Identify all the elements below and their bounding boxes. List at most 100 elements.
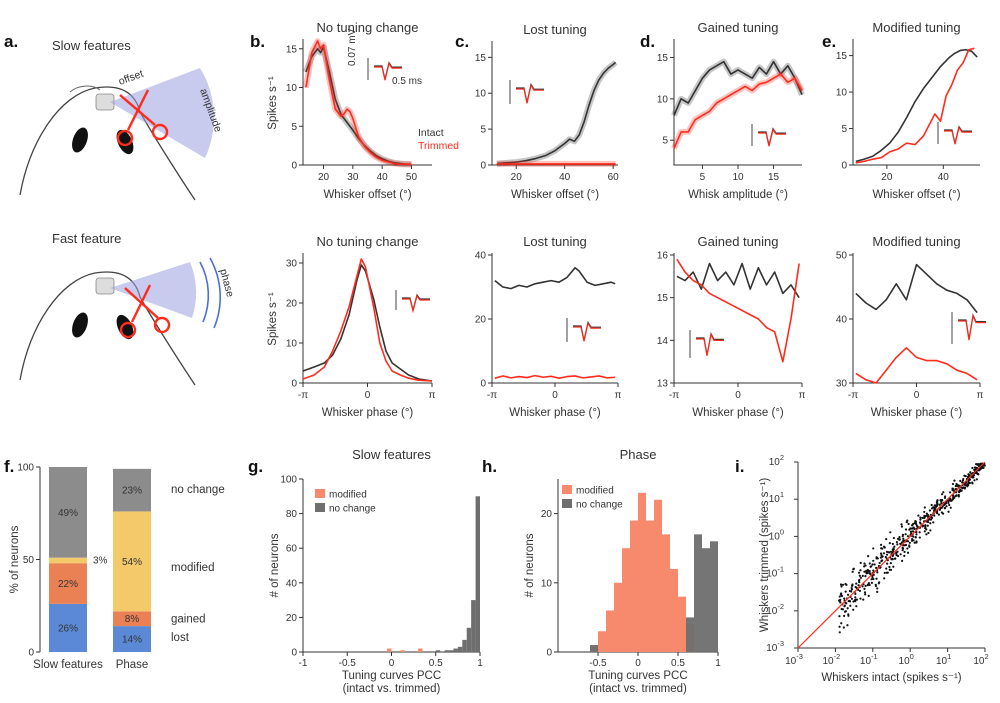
scatter-point: [880, 553, 883, 557]
scatter-point: [943, 503, 946, 507]
scatter-point: [947, 499, 950, 502]
chart-title: No tuning change: [317, 234, 419, 249]
scatter-point: [854, 585, 857, 589]
x-tick-label: 0: [552, 390, 558, 401]
axes: [852, 253, 980, 384]
x-tick-exponent: -3: [796, 652, 803, 661]
scatter-point: [864, 575, 867, 578]
waveform-intact: [944, 125, 972, 144]
scatter-point: [844, 590, 847, 593]
chart-title: Lost tuning: [523, 234, 587, 249]
scatter-point: [908, 541, 911, 544]
y-tick-label: 60: [286, 544, 298, 555]
x-tick-label: 40: [559, 172, 571, 183]
x-tick-label: 1: [715, 658, 721, 669]
series-line-trimmed: [494, 374, 616, 380]
scatter-point: [901, 559, 904, 563]
scatter-point: [969, 471, 972, 474]
scatter-point: [903, 554, 906, 557]
y-tick-label: 0: [28, 648, 34, 659]
legend-trimmed: Trimmed: [418, 140, 459, 152]
scatter-point: [884, 555, 887, 559]
y-tick-label: 20: [475, 315, 487, 326]
y-tick-exponent: 2: [780, 453, 784, 462]
bar-value-label: 26%: [58, 623, 78, 634]
x-axis-label: Whisker phase (°): [871, 407, 963, 419]
x-tick-exponent: 0: [910, 652, 914, 661]
scatter-point: [857, 571, 861, 574]
scatter-point: [861, 585, 864, 588]
chart-title: Phase: [620, 447, 657, 462]
scatter-point: [925, 533, 928, 536]
bar-modified: [113, 511, 151, 612]
bar-modified: [49, 557, 87, 564]
scatter-point: [951, 498, 954, 501]
hist-bar-modified: [630, 520, 638, 652]
legend-no-change: no change: [171, 484, 225, 496]
scatter-point: [838, 631, 841, 634]
scatter-point: [840, 607, 843, 611]
scatter-point: [848, 599, 851, 602]
scatter-point: [952, 496, 955, 499]
bar-value-label: 14%: [122, 635, 142, 646]
bar-value-label: 8%: [125, 614, 140, 625]
scatter-point: [855, 605, 858, 608]
y-tick-label: 5: [291, 122, 297, 133]
scatter-point: [870, 565, 873, 568]
chart-f: 0 50 100 % of neurons 26% 22% 49% Slow features…: [9, 463, 225, 672]
x-axis-label: Tuning curves PCC: [342, 670, 441, 682]
scatter-point: [953, 479, 956, 482]
scatter-point: [868, 562, 871, 565]
scatter-point: [947, 510, 950, 513]
scatter-point: [838, 595, 841, 598]
scatter-point: [844, 610, 847, 613]
scatter-point: [915, 541, 918, 544]
scatter-point: [885, 567, 888, 570]
scatter-point: [850, 597, 853, 600]
scatter-point: [975, 478, 978, 481]
panel-e-label: e.: [822, 32, 836, 51]
series-line-trimmed: [305, 40, 412, 166]
scatter-point: [898, 538, 901, 541]
scatter-point: [863, 591, 867, 594]
scatter-point: [960, 486, 963, 489]
scatter-point: [958, 491, 961, 494]
y-axis-label: # of neurons: [269, 533, 281, 597]
y-tick-label: 5: [662, 136, 668, 147]
panel-c-label: c.: [455, 32, 469, 51]
hist-bar-modified: [606, 610, 614, 652]
scatter-point: [876, 571, 879, 574]
scatter-point: [892, 547, 895, 550]
x-tick-label: 0: [914, 390, 920, 401]
y-tick-label: 100: [280, 475, 297, 486]
scatter-point: [923, 510, 926, 514]
bar-value-label-small: 3%: [93, 555, 108, 566]
scissors-icon: [119, 284, 171, 339]
identity-line: [797, 461, 986, 649]
hist-bar-no-change: [702, 548, 710, 652]
bar-no-change: [49, 467, 87, 558]
y-tick-label: 102: [769, 453, 784, 468]
hist-bar-no-change: [710, 541, 718, 652]
waveform-inset: [566, 318, 601, 342]
y-axis-label: % of neurons: [9, 525, 21, 593]
y-tick-exponent: 1: [780, 490, 784, 499]
chart-title: Lost tuning: [523, 22, 587, 37]
hist-bar-modified: [670, 568, 678, 652]
waveform-intact: [402, 293, 430, 313]
y-tick-label: 40: [475, 251, 487, 262]
scatter-point: [859, 576, 862, 579]
scatter-point: [911, 537, 914, 541]
x-axis-label: Whisker offset (°): [511, 189, 599, 201]
whisk-field-slow: [110, 68, 215, 158]
scatter-point: [878, 581, 881, 584]
scatter-point: [911, 524, 914, 527]
scatter-point: [839, 601, 842, 604]
y-tick-label: 0: [291, 161, 297, 172]
x-tick-label: 20: [511, 172, 523, 183]
scatter-point: [857, 579, 861, 582]
scatter-point: [933, 514, 936, 517]
scatter-point: [888, 542, 891, 545]
series-band-intact: [496, 60, 618, 167]
y-tick-label: 20: [541, 509, 553, 520]
